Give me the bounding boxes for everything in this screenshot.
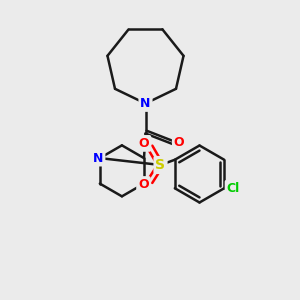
Text: N: N	[93, 152, 104, 165]
Text: N: N	[140, 97, 151, 110]
Text: Cl: Cl	[226, 182, 240, 195]
Text: O: O	[139, 137, 149, 150]
Text: S: S	[155, 158, 166, 172]
Text: O: O	[174, 136, 184, 149]
Text: O: O	[138, 178, 149, 191]
